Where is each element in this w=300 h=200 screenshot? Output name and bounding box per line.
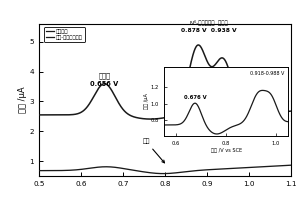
Text: 0.656 V: 0.656 V	[90, 81, 118, 87]
Text: 放大: 放大	[142, 139, 164, 163]
Legend: 碘碗电极, 金属-有机框架材料: 碘碗电极, 金属-有机框架材料	[44, 27, 85, 42]
Text: N⁶-甲基腊嗄冠  腊嗄冠: N⁶-甲基腊嗄冠 腊嗄冠	[190, 20, 228, 26]
Y-axis label: 电流 /μA: 电流 /μA	[18, 87, 27, 113]
Text: 鸟嗄冠: 鸟嗄冠	[98, 73, 110, 79]
Text: 0.878 V  0.938 V: 0.878 V 0.938 V	[181, 28, 237, 33]
